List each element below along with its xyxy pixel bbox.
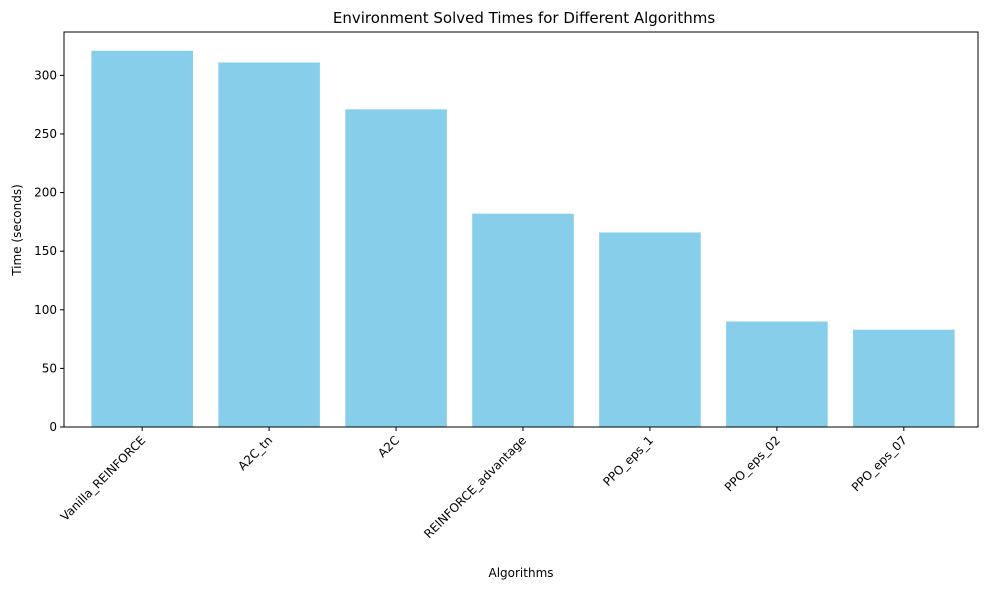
bar-ppo-eps-1 — [599, 232, 701, 427]
chart-title: Environment Solved Times for Different A… — [333, 9, 715, 27]
x-tick-label: PPO_eps_07 — [849, 433, 910, 494]
x-tick-label: PPO_eps_1 — [600, 433, 656, 489]
y-tick-label: 200 — [34, 186, 57, 200]
x-axis: Vanilla_REINFORCE A2C_tn A2C REINFORCE_adva… — [58, 427, 910, 541]
y-tick-label: 150 — [34, 244, 57, 258]
bar-ppo-eps-02 — [726, 321, 828, 427]
y-axis-label: Time (seconds) — [10, 184, 24, 277]
bar-vanilla-reinforce — [91, 50, 193, 427]
bar-a2c-tn — [218, 62, 320, 427]
y-tick-label: 100 — [34, 303, 57, 317]
y-tick-label: 250 — [34, 127, 57, 141]
y-tick-label: 50 — [42, 361, 57, 375]
x-tick-label: A2C — [375, 433, 402, 460]
x-tick-label: PPO_eps_02 — [722, 433, 783, 494]
x-tick-label: Vanilla_REINFORCE — [58, 433, 149, 524]
bars-group — [91, 50, 955, 428]
x-tick-label: A2C_tn — [235, 433, 275, 473]
bar-a2c — [345, 109, 447, 428]
x-tick-label: REINFORCE_advantage — [421, 433, 529, 541]
y-tick-label: 300 — [34, 68, 57, 82]
bar-ppo-eps-07 — [853, 329, 955, 427]
plot-frame — [63, 31, 979, 428]
y-axis: 0 50 100 150 200 250 300 — [34, 68, 64, 434]
y-tick-label: 0 — [49, 420, 57, 434]
x-axis-label: Algorithms — [488, 566, 553, 580]
bar-reinforce-advantage — [472, 213, 574, 427]
